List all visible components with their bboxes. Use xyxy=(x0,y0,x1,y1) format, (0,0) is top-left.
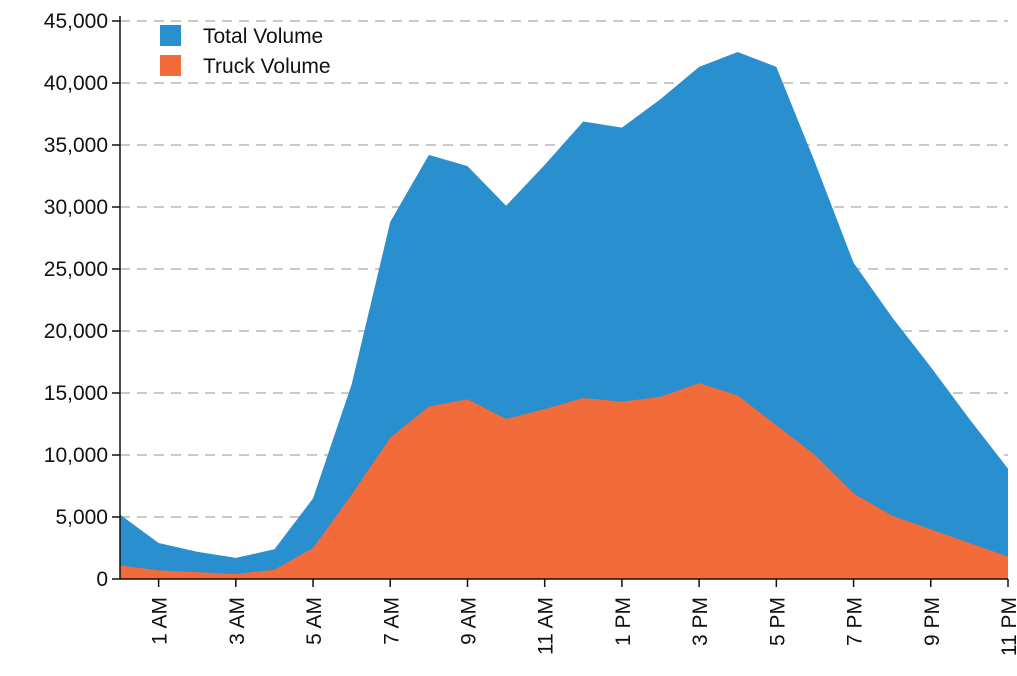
y-tick-label: 25,000 xyxy=(44,258,108,281)
y-tick-label: 20,000 xyxy=(44,320,108,343)
legend-swatch xyxy=(160,55,181,76)
x-tick-label: 5 AM xyxy=(303,597,326,645)
y-tick-label: 40,000 xyxy=(44,72,108,95)
x-tick-label: 9 AM xyxy=(457,597,480,645)
legend-label: Truck Volume xyxy=(203,55,331,78)
y-tick-label: 15,000 xyxy=(44,382,108,405)
legend-swatch xyxy=(160,25,181,46)
x-tick-label: 3 PM xyxy=(689,597,712,646)
x-tick-label: 7 AM xyxy=(380,597,403,645)
y-tick-label: 5,000 xyxy=(55,506,108,529)
y-tick-label: 10,000 xyxy=(44,444,108,467)
x-tick-label: 11 PM xyxy=(998,597,1017,656)
y-tick-label: 45,000 xyxy=(44,10,108,33)
x-tick-label: 5 PM xyxy=(766,597,789,646)
y-tick-label: 30,000 xyxy=(44,196,108,219)
legend-label: Total Volume xyxy=(203,25,323,48)
x-tick-label: 3 AM xyxy=(226,597,249,645)
x-tick-label: 1 PM xyxy=(612,597,635,646)
y-tick-label: 0 xyxy=(96,568,108,591)
x-tick-label: 7 PM xyxy=(844,597,867,646)
x-tick-label: 1 AM xyxy=(149,597,172,645)
area xyxy=(120,383,1008,579)
y-tick-label: 35,000 xyxy=(44,134,108,157)
x-tick-label: 9 PM xyxy=(921,597,944,646)
x-tick-label: 11 AM xyxy=(535,597,558,655)
